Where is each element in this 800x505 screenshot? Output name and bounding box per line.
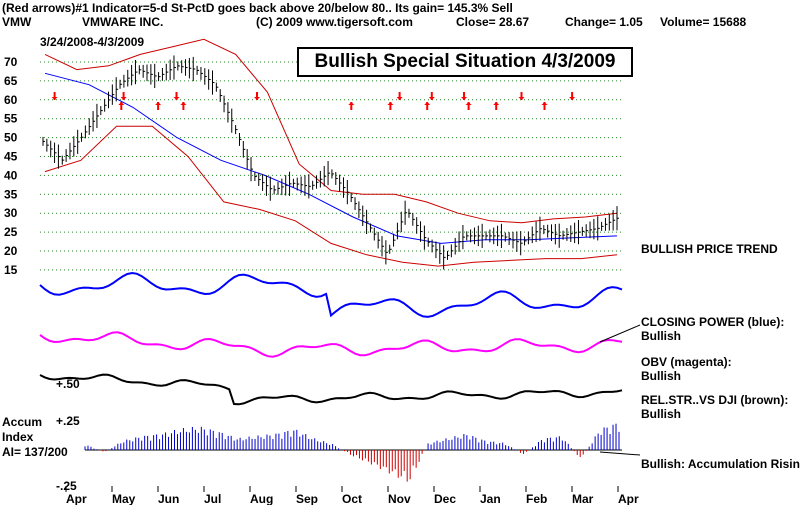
indicator-lines bbox=[39, 271, 623, 406]
relstr-status: Bullish bbox=[641, 407, 682, 421]
up-arrow-head bbox=[155, 102, 162, 105]
copyright: (C) 2009 www.tigersoft.com bbox=[256, 15, 413, 29]
up-arrow-head bbox=[348, 102, 355, 105]
x-tick-May: May bbox=[112, 492, 136, 505]
accum-bottom-tick: -.25 bbox=[56, 479, 77, 493]
down-arrow-head bbox=[518, 97, 525, 100]
x-tick-Jun: Jun bbox=[158, 492, 179, 505]
down-arrow-head bbox=[461, 97, 467, 100]
x-axis-month-labels: Apr May Jun Jul Aug Sep Oct Nov Dec Jan Feb Mar Apr bbox=[65, 486, 639, 505]
x-tick-Sep: Sep bbox=[296, 492, 318, 505]
relstr-line bbox=[39, 373, 623, 406]
down-arrow-head bbox=[569, 97, 576, 100]
up-arrow-head bbox=[118, 102, 125, 105]
indicator-description: (Red arrows)#1 Indicator=5-d St-PctD goe… bbox=[2, 1, 513, 15]
closing-power-label: CLOSING POWER (blue): bbox=[641, 315, 785, 329]
y-tick-25: 25 bbox=[4, 225, 18, 239]
bollinger-bands bbox=[44, 38, 618, 267]
y-tick-30: 30 bbox=[4, 206, 18, 220]
obv-status: Bullish bbox=[641, 369, 682, 383]
accum-pointer bbox=[599, 451, 641, 456]
closing-power-status: Bullish bbox=[641, 329, 682, 343]
y-tick-45: 45 bbox=[4, 150, 18, 164]
up-arrow-head bbox=[493, 102, 500, 105]
relstr-level-tick: +.50 bbox=[56, 377, 80, 391]
y-tick-70: 70 bbox=[4, 55, 18, 69]
accumulation-index-panel bbox=[84, 423, 622, 482]
y-tick-20: 20 bbox=[4, 244, 18, 258]
closing-power-line bbox=[39, 271, 623, 318]
x-tick-Aug: Aug bbox=[250, 492, 273, 505]
x-tick-Oct: Oct bbox=[342, 492, 362, 505]
moving-average-line bbox=[44, 72, 618, 244]
accum-label: Accum bbox=[2, 415, 43, 429]
y-tick-40: 40 bbox=[4, 168, 18, 182]
x-tick-Jan: Jan bbox=[480, 492, 501, 505]
down-arrow-head bbox=[120, 97, 127, 100]
y-tick-60: 60 bbox=[4, 93, 18, 107]
up-arrow-head bbox=[424, 102, 431, 105]
close-price: Close= 28.67 bbox=[456, 15, 530, 29]
y-tick-15: 15 bbox=[4, 263, 18, 277]
up-arrow-head bbox=[465, 102, 472, 105]
x-tick-Dec: Dec bbox=[434, 492, 456, 505]
company-name: VMWARE INC. bbox=[82, 15, 164, 29]
obv-line bbox=[39, 331, 623, 358]
relstr-label: REL.STR..VS DJI (brown): bbox=[641, 393, 789, 407]
x-tick-Apr: Apr bbox=[66, 492, 87, 505]
down-arrow-head bbox=[396, 97, 403, 100]
up-arrow-head bbox=[541, 102, 548, 105]
index-label: Index bbox=[2, 430, 34, 444]
symbol: VMW bbox=[2, 15, 32, 29]
up-arrow-head bbox=[180, 102, 187, 105]
y-tick-55: 55 bbox=[4, 112, 18, 126]
chart-title: Bullish Special Situation 4/3/2009 bbox=[297, 47, 633, 77]
down-arrow-head bbox=[51, 97, 58, 100]
ai-value: AI= 137/200 bbox=[2, 445, 68, 459]
x-tick-Jul: Jul bbox=[204, 492, 221, 505]
obv-label: OBV (magenta): bbox=[641, 355, 732, 369]
y-axis-ticks: 70 65 60 55 50 45 40 35 30 25 20 15 bbox=[4, 55, 18, 277]
y-tick-50: 50 bbox=[4, 131, 18, 145]
ma-line bbox=[44, 72, 618, 244]
accum-top-tick: +.25 bbox=[56, 414, 80, 428]
x-tick-Apr: Apr bbox=[618, 492, 639, 505]
accum-rising-label: Bullish: Accumulation Rising bbox=[641, 457, 800, 471]
x-tick-Feb: Feb bbox=[526, 492, 547, 505]
grid-lines bbox=[40, 61, 622, 271]
x-tick-Nov: Nov bbox=[388, 492, 411, 505]
upper-band-line bbox=[44, 38, 618, 224]
signal-arrows bbox=[51, 92, 576, 110]
volume: Volume= 15688 bbox=[660, 15, 747, 29]
down-arrow-head bbox=[254, 97, 260, 100]
up-arrow-head bbox=[387, 102, 394, 105]
down-arrow-head bbox=[173, 97, 180, 100]
x-tick-Mar: Mar bbox=[572, 492, 594, 505]
closing-power-pointer bbox=[599, 324, 641, 343]
price-trend-label: BULLISH PRICE TREND bbox=[641, 242, 778, 256]
change: Change= 1.05 bbox=[565, 15, 643, 29]
date-range: 3/24/2008-4/3/2009 bbox=[40, 35, 145, 49]
y-tick-35: 35 bbox=[4, 187, 18, 201]
down-arrow-head bbox=[428, 97, 435, 100]
lower-band-line bbox=[44, 125, 618, 267]
y-tick-65: 65 bbox=[4, 74, 18, 88]
price-bars bbox=[42, 55, 619, 270]
